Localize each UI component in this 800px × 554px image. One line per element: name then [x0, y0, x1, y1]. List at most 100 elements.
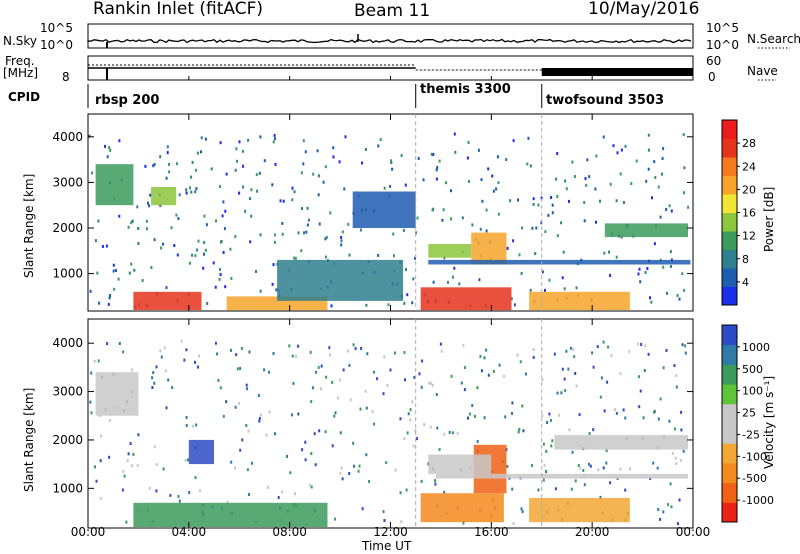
data-cell — [128, 271, 131, 275]
data-cell — [185, 424, 188, 427]
data-cell — [483, 356, 486, 360]
data-cell — [176, 253, 179, 257]
data-cell — [438, 448, 441, 451]
y-tick-label: 1000 — [52, 267, 83, 281]
data-cell — [392, 232, 395, 236]
data-cell — [645, 179, 648, 183]
data-cell — [244, 209, 247, 213]
data-cell — [165, 406, 168, 410]
data-cell — [245, 383, 248, 387]
data-cell — [571, 160, 574, 164]
data-cell — [628, 350, 631, 354]
colorbar-segment — [722, 268, 737, 287]
data-cell — [447, 280, 449, 284]
data-cell — [675, 374, 678, 378]
data-cell — [313, 432, 316, 436]
data-cell — [324, 430, 327, 434]
data-cell — [365, 147, 367, 151]
data-cell — [160, 246, 163, 250]
data-cell — [203, 214, 206, 218]
data-cell — [218, 277, 221, 281]
data-cell — [197, 239, 200, 243]
data-cell — [441, 218, 444, 222]
data-cell — [551, 211, 554, 215]
data-cell — [293, 256, 296, 260]
colorbar-tick-label: 25 — [742, 407, 756, 420]
data-cell — [511, 487, 514, 491]
data-cell — [394, 351, 396, 355]
data-cell — [572, 348, 575, 351]
data-cell — [578, 466, 581, 470]
data-cell — [162, 242, 165, 246]
data-cell — [126, 459, 129, 463]
data-cell — [570, 487, 573, 491]
data-cell — [610, 354, 613, 357]
data-cell — [200, 150, 202, 154]
data-cell — [550, 196, 553, 199]
data-cell — [151, 376, 154, 380]
data-region — [428, 244, 472, 258]
data-cell — [405, 488, 408, 492]
data-cell — [431, 383, 434, 387]
data-cell — [619, 172, 622, 176]
data-cell — [665, 208, 668, 211]
data-cell — [153, 238, 156, 242]
data-cell — [565, 349, 568, 353]
data-cell — [429, 425, 432, 429]
data-cell — [390, 159, 393, 163]
data-cell — [221, 214, 224, 218]
data-cell — [331, 380, 334, 384]
data-cell — [555, 177, 558, 181]
data-cell — [368, 480, 371, 483]
data-cell — [91, 171, 94, 175]
data-cell — [509, 199, 512, 203]
data-cell — [153, 162, 156, 166]
data-cell — [359, 228, 362, 232]
x-tick-label: 16:00 — [474, 525, 509, 539]
data-cell — [217, 378, 220, 382]
data-cell — [165, 176, 168, 180]
data-cell — [314, 463, 317, 467]
data-region — [428, 454, 492, 474]
data-cell — [548, 278, 551, 282]
data-cell — [115, 269, 117, 272]
data-cell — [190, 175, 193, 179]
data-cell — [448, 430, 451, 434]
y-tick-label: 3000 — [52, 175, 83, 189]
data-cell — [506, 465, 509, 468]
data-cell — [438, 159, 441, 163]
data-cell — [272, 140, 275, 144]
data-cell — [543, 463, 546, 467]
data-cell — [271, 282, 274, 286]
data-cell — [439, 342, 442, 346]
colorbar-tick-label: 1000 — [742, 341, 770, 354]
data-cell — [194, 476, 197, 480]
data-cell — [595, 154, 598, 158]
data-cell — [348, 363, 351, 367]
data-cell — [458, 282, 461, 286]
data-cell — [159, 155, 162, 159]
data-cell — [556, 391, 559, 395]
data-cell — [344, 135, 347, 139]
data-cell — [481, 199, 484, 203]
data-cell — [325, 235, 328, 239]
data-cell — [518, 427, 521, 431]
data-cell — [352, 441, 355, 445]
data-cell — [339, 471, 342, 475]
data-region — [435, 473, 688, 479]
data-cell — [317, 365, 320, 369]
data-cell — [582, 469, 585, 472]
data-cell — [415, 231, 418, 235]
nave-tick-low: 0 — [708, 70, 716, 84]
data-cell — [373, 370, 375, 374]
data-cell — [259, 135, 262, 139]
data-cell — [436, 165, 439, 169]
data-cell — [463, 366, 466, 370]
data-cell — [162, 467, 165, 471]
data-cell — [468, 412, 471, 416]
data-cell — [229, 247, 232, 251]
data-cell — [136, 205, 139, 209]
data-cell — [602, 466, 605, 470]
data-cell — [562, 250, 565, 254]
data-cell — [684, 351, 687, 355]
